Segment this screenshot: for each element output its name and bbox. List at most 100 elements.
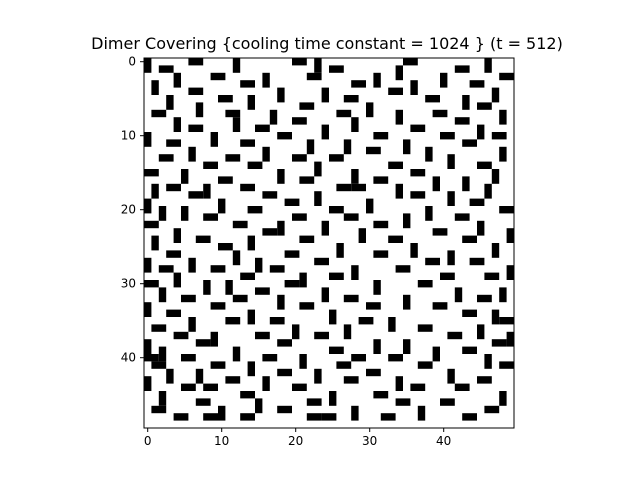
dimer-135 — [247, 235, 255, 251]
dimer-25 — [321, 87, 329, 103]
dimer-154 — [158, 265, 174, 273]
dimer-90 — [373, 176, 389, 184]
dimer-139 — [218, 243, 233, 251]
dimer-47 — [292, 117, 307, 125]
y-tick-label-0: 0 — [128, 55, 136, 69]
dimer-38 — [151, 109, 167, 118]
dimer-126 — [373, 220, 389, 229]
dimer-234 — [166, 368, 174, 384]
dimer-204 — [173, 331, 189, 340]
dimer-150 — [255, 257, 263, 273]
dimer-95 — [203, 183, 211, 199]
dimer-8 — [329, 65, 344, 73]
dimer-252 — [240, 391, 255, 399]
dimer-212 — [277, 339, 292, 347]
dimer-101 — [188, 191, 204, 199]
dimer-cells — [144, 58, 514, 421]
dimer-69 — [366, 146, 381, 155]
dimer-144 — [232, 250, 241, 266]
x-tick-label-30: 30 — [362, 434, 377, 448]
dimer-262 — [218, 405, 226, 421]
dimer-177 — [181, 294, 196, 303]
dimer-155 — [210, 265, 226, 273]
dimer-189 — [247, 309, 255, 325]
dimer-157 — [351, 265, 359, 280]
dimer-78 — [247, 161, 263, 169]
dimer-103 — [314, 191, 322, 206]
dimer-44 — [499, 109, 507, 125]
dimer-82 — [144, 169, 159, 177]
dimer-236 — [277, 368, 292, 377]
y-axis: 0 10 20 30 40 — [121, 55, 144, 365]
dimer-194 — [225, 317, 241, 325]
y-tick-label-40: 40 — [121, 351, 136, 365]
dimer-113 — [247, 206, 263, 214]
dimer-257 — [255, 398, 263, 414]
dimer-92 — [462, 176, 470, 192]
dimer-114 — [329, 206, 344, 214]
dimer-28 — [166, 95, 174, 110]
dimer-125 — [321, 220, 329, 236]
dimer-213 — [373, 339, 381, 354]
dimer-110 — [469, 198, 485, 206]
dimer-124 — [277, 220, 285, 236]
dimer-172 — [158, 287, 167, 303]
dimer-30 — [247, 95, 255, 110]
dimer-88 — [218, 176, 233, 184]
dimer-120 — [403, 213, 411, 229]
dimer-211 — [195, 339, 211, 347]
dimer-226 — [388, 354, 403, 362]
dimer-166 — [144, 280, 159, 288]
dimer-36 — [366, 102, 374, 118]
dimer-175 — [454, 287, 463, 303]
dimer-10 — [454, 65, 470, 73]
dimer-152 — [425, 257, 440, 266]
dimer-13 — [262, 72, 270, 88]
dimer-267 — [173, 413, 189, 421]
dimer-93 — [151, 183, 159, 199]
dimer-24 — [277, 87, 285, 103]
dimer-254 — [373, 391, 389, 399]
dimer-192 — [491, 309, 500, 325]
dimer-247 — [203, 383, 218, 391]
dimer-2 — [232, 58, 241, 73]
dimer-233 — [499, 361, 514, 369]
dimer-199 — [151, 324, 167, 332]
dimer-99 — [395, 183, 403, 199]
dimer-269 — [240, 413, 255, 421]
dimer-265 — [417, 405, 426, 421]
dimer-232 — [417, 361, 433, 369]
dimer-220 — [462, 346, 477, 354]
dimer-231 — [336, 361, 352, 369]
dimer-42 — [395, 109, 403, 125]
dimer-214 — [403, 339, 411, 354]
dimer-118 — [292, 213, 307, 221]
dimer-1 — [188, 58, 204, 66]
dimer-83 — [181, 169, 189, 184]
dimer-197 — [388, 317, 396, 332]
y-tick-label-30: 30 — [121, 277, 136, 291]
dimer-140 — [336, 243, 344, 258]
dimer-273 — [462, 413, 477, 421]
dimer-258 — [306, 398, 322, 406]
dimer-171 — [417, 280, 433, 288]
dimer-151 — [314, 257, 329, 266]
dimer-7 — [158, 65, 174, 73]
dimer-187 — [432, 302, 448, 310]
dimer-48 — [351, 117, 359, 132]
dimer-255 — [499, 391, 507, 406]
dimer-61 — [166, 139, 181, 147]
dimer-264 — [351, 405, 359, 421]
dimer-161 — [240, 272, 255, 280]
dimer-73 — [225, 154, 241, 162]
dimer-12 — [210, 72, 226, 81]
dimer-109 — [366, 198, 374, 214]
dimer-217 — [232, 346, 241, 362]
dimer-185 — [299, 302, 315, 310]
dimer-186 — [366, 302, 381, 310]
dimer-4 — [314, 58, 322, 73]
dimer-127 — [477, 220, 485, 236]
dimer-23 — [188, 87, 204, 95]
dimer-178 — [232, 294, 248, 303]
